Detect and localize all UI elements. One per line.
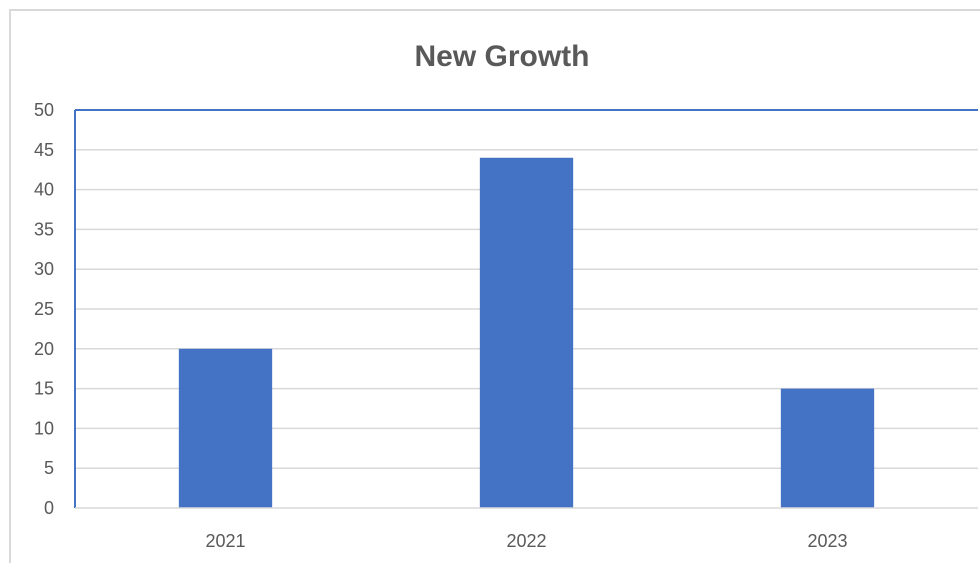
x-axis-ticks: 2021 2022 2023 bbox=[205, 531, 847, 551]
bar bbox=[178, 348, 273, 508]
y-tick-label: 35 bbox=[34, 219, 54, 239]
y-tick-label: 45 bbox=[34, 140, 54, 160]
y-tick-label: 20 bbox=[34, 339, 54, 359]
x-tick-label: 2022 bbox=[506, 531, 546, 551]
bar bbox=[780, 388, 875, 508]
y-tick-label: 50 bbox=[34, 100, 54, 120]
y-tick-label: 5 bbox=[44, 458, 54, 478]
x-tick-label: 2023 bbox=[807, 531, 847, 551]
x-tick-label: 2021 bbox=[205, 531, 245, 551]
y-tick-label: 25 bbox=[34, 299, 54, 319]
y-tick-label: 40 bbox=[34, 180, 54, 200]
plot-border bbox=[74, 109, 978, 509]
y-axis-ticks: 0 5 10 15 20 25 30 35 40 45 50 bbox=[34, 100, 54, 518]
y-tick-label: 10 bbox=[34, 418, 54, 438]
bar bbox=[479, 157, 574, 508]
y-tick-label: 0 bbox=[44, 498, 54, 518]
y-tick-label: 30 bbox=[34, 259, 54, 279]
y-tick-label: 15 bbox=[34, 379, 54, 399]
bars bbox=[178, 157, 875, 508]
chart-title: New Growth bbox=[414, 40, 589, 73]
